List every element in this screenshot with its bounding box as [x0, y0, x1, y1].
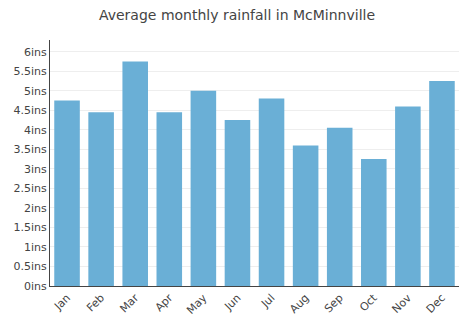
svg-text:0ins: 0ins — [24, 280, 47, 293]
svg-text:2ins: 2ins — [24, 202, 47, 215]
svg-text:Jan: Jan — [51, 292, 73, 314]
svg-text:3ins: 3ins — [24, 163, 47, 176]
svg-text:Oct: Oct — [357, 291, 380, 314]
svg-text:3.5ins: 3.5ins — [14, 143, 48, 156]
svg-text:Jul: Jul — [258, 292, 277, 311]
svg-text:4ins: 4ins — [24, 124, 47, 137]
svg-text:0.5ins: 0.5ins — [14, 260, 48, 273]
svg-text:4.5ins: 4.5ins — [14, 104, 48, 117]
svg-text:Average monthly rainfall in Mc: Average monthly rainfall in McMinnville — [99, 7, 375, 23]
svg-text:5.5ins: 5.5ins — [14, 65, 48, 78]
svg-text:5ins: 5ins — [24, 85, 47, 98]
svg-text:6ins: 6ins — [24, 46, 47, 59]
svg-text:1ins: 1ins — [24, 241, 47, 254]
svg-text:Mar: Mar — [117, 291, 141, 315]
svg-text:Dec: Dec — [424, 292, 448, 316]
svg-text:Jun: Jun — [221, 291, 243, 313]
svg-text:Nov: Nov — [390, 291, 415, 316]
svg-text:May: May — [184, 291, 210, 317]
svg-text:1.5ins: 1.5ins — [14, 221, 48, 234]
svg-text:Apr: Apr — [153, 291, 176, 314]
svg-text:Feb: Feb — [84, 292, 107, 315]
svg-text:2.5ins: 2.5ins — [14, 182, 48, 195]
svg-text:Sep: Sep — [322, 292, 346, 316]
svg-text:Aug: Aug — [287, 292, 311, 316]
